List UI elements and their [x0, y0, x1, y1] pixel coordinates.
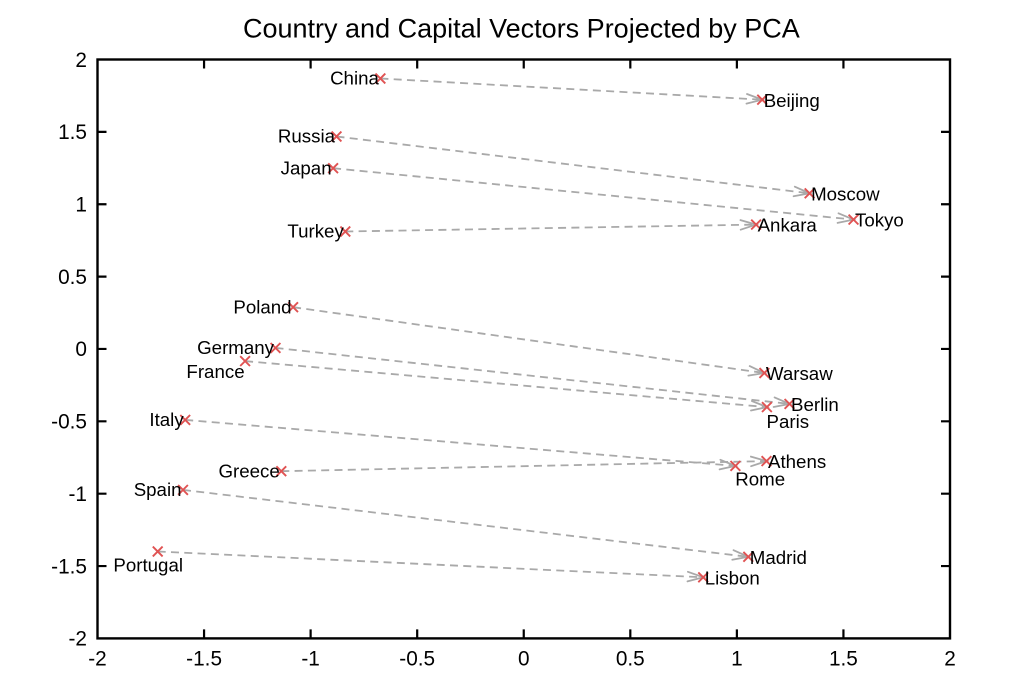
svg-text:Poland: Poland: [233, 296, 291, 317]
svg-text:Spain: Spain: [134, 479, 182, 500]
svg-text:-0.5: -0.5: [51, 411, 87, 434]
svg-text:Rome: Rome: [735, 468, 785, 489]
svg-text:0: 0: [518, 647, 530, 670]
svg-text:Portugal: Portugal: [113, 555, 183, 576]
svg-text:Warsaw: Warsaw: [766, 363, 833, 384]
svg-text:Greece: Greece: [219, 460, 280, 481]
svg-text:Germany: Germany: [197, 337, 275, 358]
svg-text:0: 0: [75, 338, 87, 361]
svg-text:-2: -2: [88, 647, 107, 670]
svg-text:Berlin: Berlin: [791, 394, 839, 415]
svg-text:China: China: [330, 68, 379, 89]
svg-text:1.5: 1.5: [829, 647, 858, 670]
svg-text:Athens: Athens: [768, 451, 826, 472]
svg-text:2: 2: [944, 647, 956, 670]
svg-text:Turkey: Turkey: [287, 221, 344, 242]
svg-text:Italy: Italy: [149, 409, 184, 430]
svg-text:-0.5: -0.5: [399, 647, 435, 670]
svg-text:-1: -1: [301, 647, 320, 670]
svg-text:France: France: [186, 361, 244, 382]
svg-text:-2: -2: [69, 628, 88, 651]
svg-text:-1.5: -1.5: [51, 555, 87, 578]
svg-text:2: 2: [75, 49, 87, 72]
svg-text:1.5: 1.5: [58, 121, 87, 144]
svg-text:Japan: Japan: [281, 157, 332, 178]
svg-text:Ankara: Ankara: [758, 215, 818, 236]
svg-text:Country and Capital Vectors Pr: Country and Capital Vectors Projected by…: [243, 14, 800, 44]
svg-text:0.5: 0.5: [616, 647, 645, 670]
svg-text:0.5: 0.5: [58, 266, 87, 289]
svg-text:Paris: Paris: [767, 411, 810, 432]
svg-text:-1.5: -1.5: [186, 647, 222, 670]
svg-text:-1: -1: [69, 483, 88, 506]
svg-text:Madrid: Madrid: [750, 547, 807, 568]
svg-text:Russia: Russia: [278, 126, 336, 147]
svg-text:Lisbon: Lisbon: [705, 567, 760, 588]
svg-text:Beijing: Beijing: [764, 90, 820, 111]
svg-text:Moscow: Moscow: [811, 183, 880, 204]
svg-text:1: 1: [75, 194, 87, 217]
svg-text:1: 1: [731, 647, 743, 670]
svg-text:Tokyo: Tokyo: [855, 210, 904, 231]
